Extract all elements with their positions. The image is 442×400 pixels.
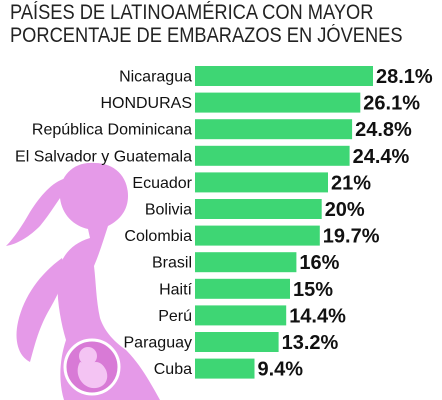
value-label: 14.4% bbox=[289, 305, 346, 327]
category-label: Cuba bbox=[154, 361, 192, 378]
value-label: 28.1% bbox=[376, 66, 433, 88]
bar bbox=[195, 92, 361, 113]
value-label: 19.7% bbox=[323, 226, 380, 248]
bar bbox=[195, 145, 350, 166]
value-label: 26.1% bbox=[363, 93, 420, 115]
chart-title-line-2: PORCENTAJE DE EMBARAZOS EN JÓVENES bbox=[10, 24, 403, 47]
bar bbox=[195, 119, 353, 140]
category-label: Bolivia bbox=[145, 202, 192, 219]
bar bbox=[195, 66, 373, 86]
chart-title-line-1: PAÍSES DE LATINOAMÉRICA CON MAYOR bbox=[10, 1, 374, 24]
pregnant-woman-silhouette-icon bbox=[6, 162, 161, 400]
value-label: 21% bbox=[331, 172, 371, 194]
category-label: El Salvador y Guatemala bbox=[15, 148, 192, 165]
bar bbox=[195, 252, 297, 273]
silhouette-arm bbox=[16, 258, 66, 362]
value-label: 24.4% bbox=[353, 146, 410, 168]
category-label: República Dominicana bbox=[32, 122, 192, 139]
silhouette-ponytail bbox=[6, 178, 66, 246]
value-label: 24.8% bbox=[355, 119, 412, 141]
category-label: Ecuador bbox=[132, 175, 192, 192]
category-label: Colombia bbox=[124, 228, 192, 245]
fetus-icon bbox=[77, 347, 108, 389]
category-label: HONDURAS bbox=[100, 95, 192, 112]
bar bbox=[195, 172, 328, 193]
category-label: Brasil bbox=[152, 255, 192, 272]
value-label: 9.4% bbox=[258, 359, 304, 381]
bar bbox=[195, 225, 320, 246]
category-label: Paraguay bbox=[124, 335, 193, 352]
bars-layer: Nicaragua 28.1% HONDURAS 26.1% República Dom… bbox=[15, 66, 433, 381]
value-label: 20% bbox=[325, 199, 365, 221]
value-label: 13.2% bbox=[282, 332, 339, 354]
bar bbox=[195, 332, 279, 352]
category-label: Perú bbox=[158, 308, 192, 325]
bar bbox=[195, 358, 255, 379]
category-label: Nicaragua bbox=[119, 69, 192, 86]
bar bbox=[195, 199, 322, 219]
value-label: 16% bbox=[299, 252, 339, 274]
value-label: 15% bbox=[293, 279, 333, 301]
category-label: Haití bbox=[159, 281, 192, 298]
bar bbox=[195, 305, 287, 326]
bar bbox=[195, 278, 290, 299]
